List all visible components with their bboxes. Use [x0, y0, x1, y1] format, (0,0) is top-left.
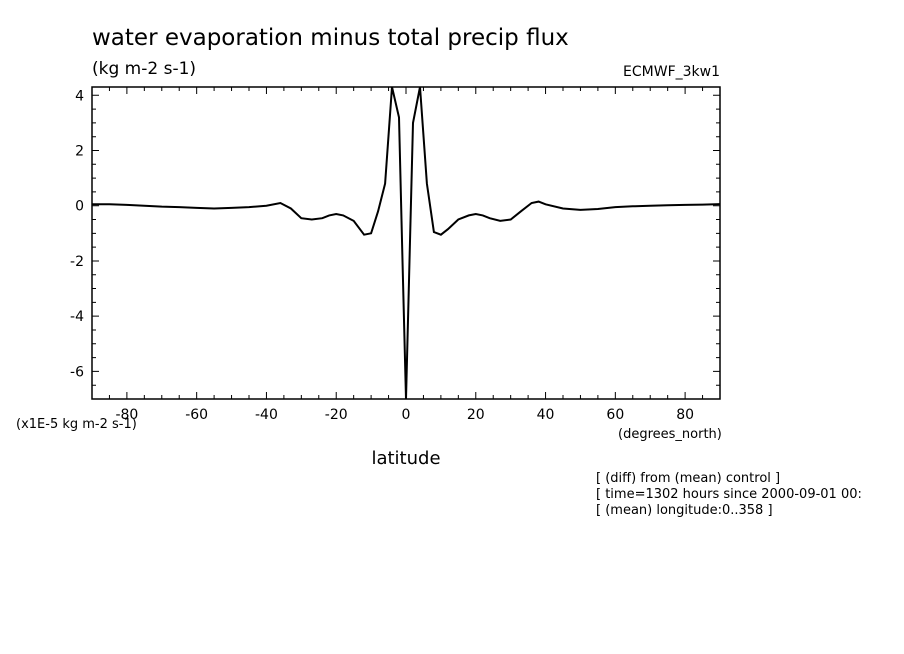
x-tick-label: 60	[606, 407, 624, 423]
x-tick-label: -80	[115, 407, 138, 423]
x-tick-label: 40	[537, 407, 555, 423]
series-line	[92, 86, 721, 400]
y-tick-label: -4	[70, 309, 84, 325]
dataset-label: ECMWF_3kw1	[623, 64, 720, 80]
y-tick-label: 0	[75, 199, 84, 215]
x-axis-label: latitude	[371, 448, 440, 469]
plot-frame	[91, 86, 721, 400]
y-tick-label: -2	[70, 254, 84, 270]
units-label: (kg m-2 s-1)	[92, 59, 196, 79]
tick-marks	[91, 87, 721, 400]
x-units-label: (degrees_north)	[618, 427, 722, 442]
x-tick-labels: -80 -60 -40 -20 0 20 40 60 80	[115, 407, 694, 423]
scale-label: (x1E-5 kg m-2 s-1)	[16, 417, 137, 432]
note-line-1: [ (diff) from (mean) control ]	[596, 471, 780, 486]
y-tick-label: -6	[70, 364, 84, 380]
y-tick-label: 4	[75, 88, 84, 104]
x-tick-label: -40	[255, 407, 278, 423]
x-tick-label: -20	[325, 407, 348, 423]
note-line-2: [ time=1302 hours since 2000-09-01 00:	[596, 487, 862, 502]
chart-title: water evaporation minus total precip flu…	[92, 25, 569, 51]
y-tick-labels: 4 2 0 -2 -4 -6	[70, 88, 84, 380]
note-line-3: [ (mean) longitude:0..358 ]	[596, 503, 773, 518]
y-tick-label: 2	[75, 144, 84, 160]
x-tick-label: 0	[402, 407, 411, 423]
x-tick-label: 80	[676, 407, 694, 423]
x-tick-label: -60	[185, 407, 208, 423]
x-tick-label: 20	[467, 407, 485, 423]
